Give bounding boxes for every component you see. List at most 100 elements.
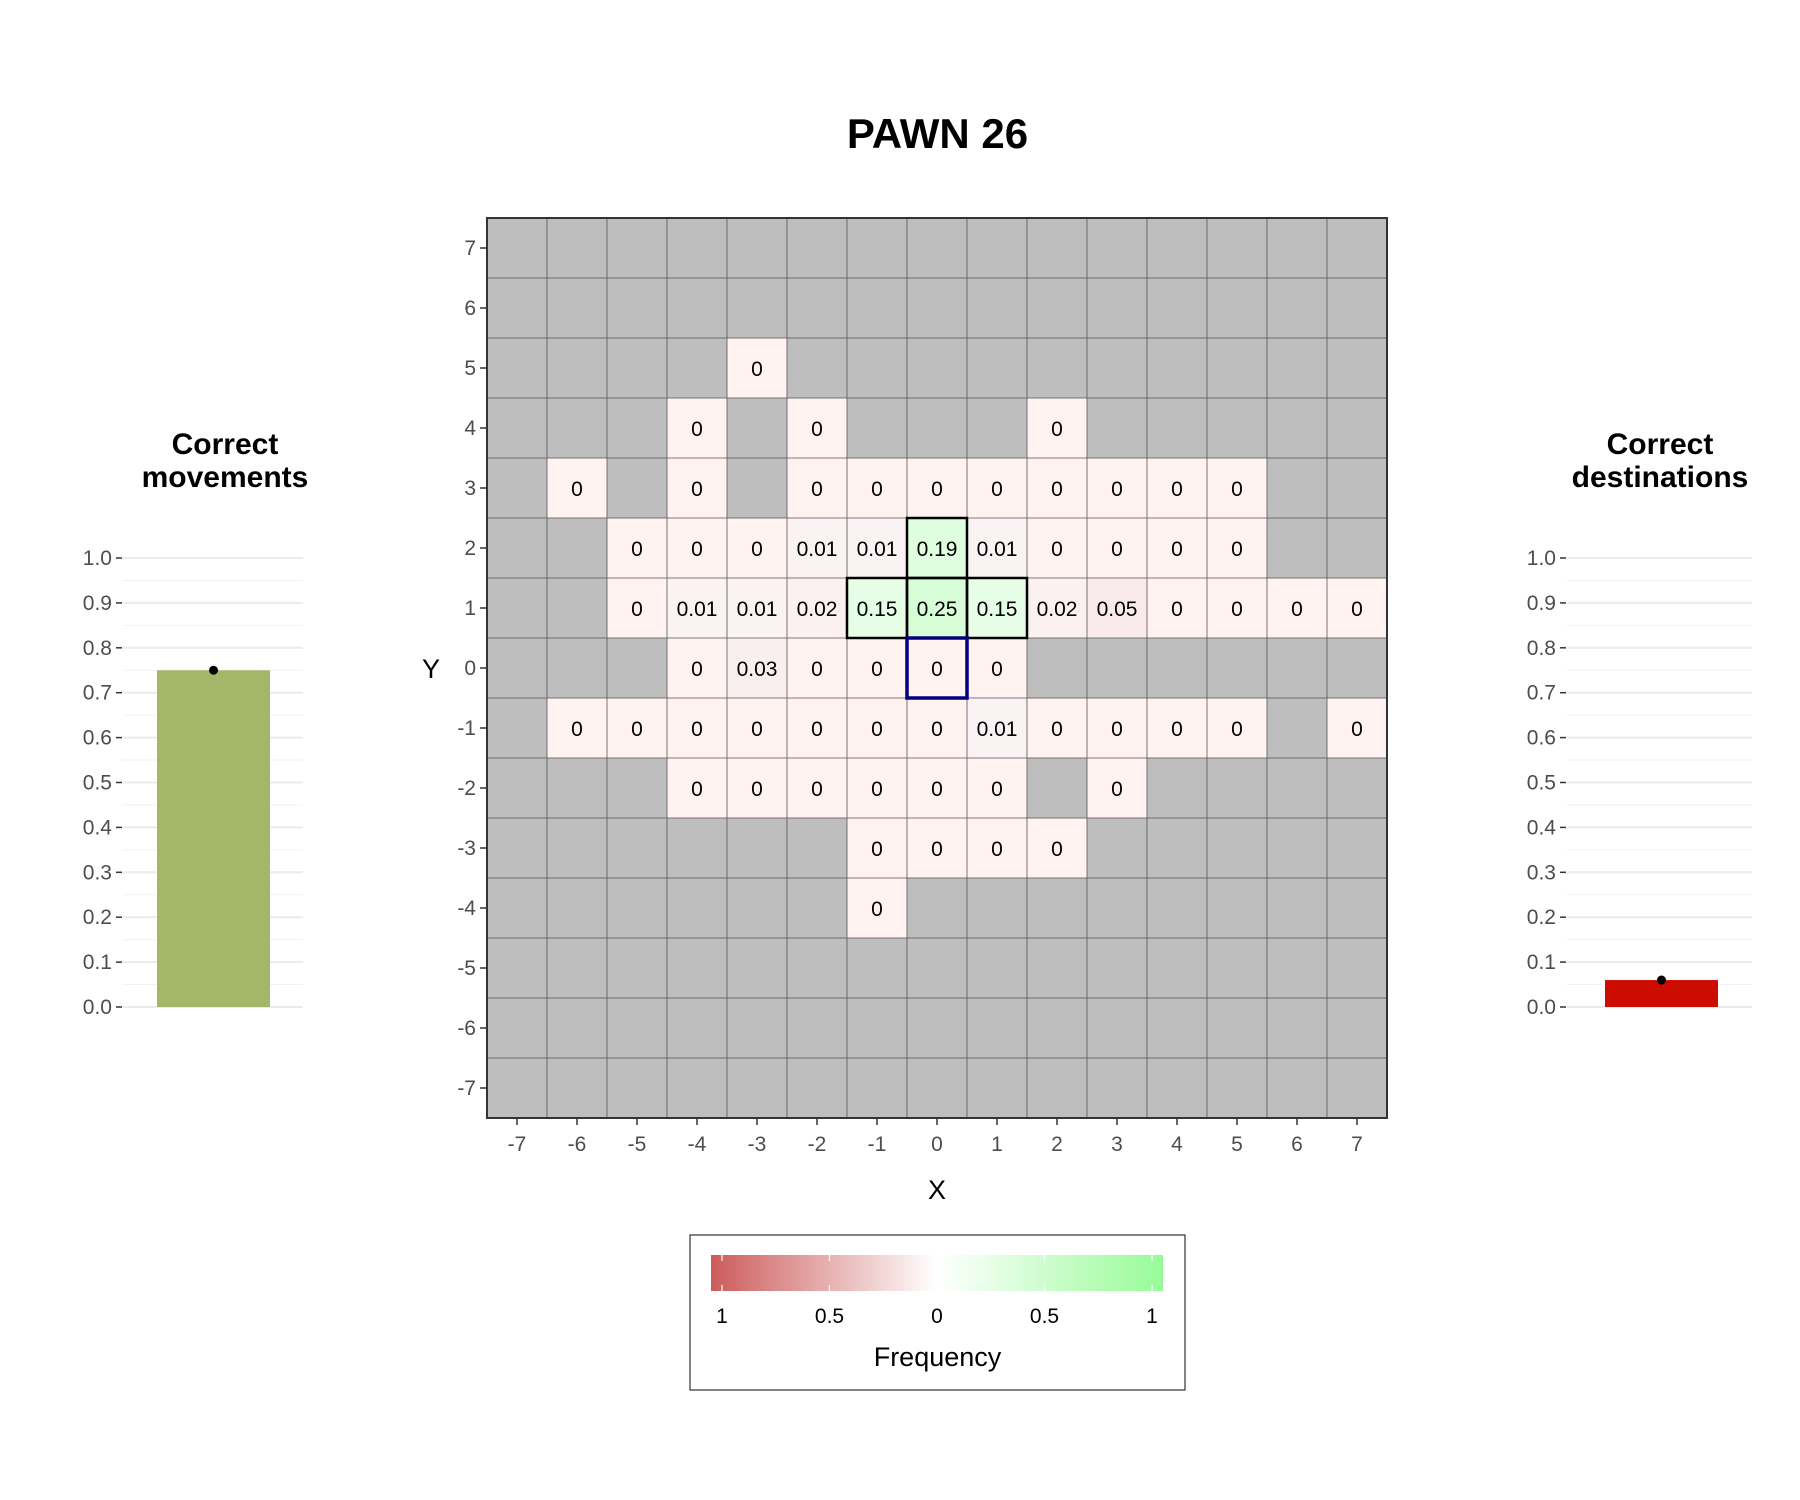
- cell-label: 0: [1351, 598, 1363, 621]
- cell-label: 0: [1111, 718, 1123, 741]
- cell-label: 0: [1171, 718, 1183, 741]
- heatmap-cell: [727, 338, 787, 398]
- heatmap-cell: [1027, 818, 1087, 878]
- cell-label: 0: [1111, 778, 1123, 801]
- heatmap-cell: [907, 518, 967, 578]
- cell-label: 0: [1291, 598, 1303, 621]
- x-tick-label: -4: [688, 1133, 707, 1156]
- heatmap-cell: [1147, 578, 1207, 638]
- heatmap-cell: [1207, 578, 1267, 638]
- heatmap-cell: [727, 578, 787, 638]
- cell-label: 0: [751, 718, 763, 741]
- cell-label: 0: [1051, 538, 1063, 561]
- left-tick-label: 0.0: [83, 996, 112, 1019]
- cell-label: 0: [691, 538, 703, 561]
- left-tick-label: 0.7: [83, 682, 112, 705]
- cell-label: 0.01: [857, 538, 898, 561]
- cell-label: 0: [1051, 418, 1063, 441]
- heatmap-cell: [847, 878, 907, 938]
- left-bar: [157, 670, 270, 1007]
- x-tick-label: 5: [1231, 1133, 1243, 1156]
- heatmap-cell: [787, 638, 847, 698]
- title-line: destinations: [1571, 461, 1749, 494]
- cell-label: 0.25: [917, 598, 958, 621]
- heatmap-cell: [727, 758, 787, 818]
- heatmap-cell: [667, 638, 727, 698]
- heatmap-cell: [847, 758, 907, 818]
- y-tick-label: 6: [464, 297, 476, 320]
- cell-label: 0: [571, 718, 583, 741]
- cell-label: 0: [931, 838, 943, 861]
- left-tick-label: 0.2: [83, 906, 112, 929]
- cell-label: 0.01: [977, 538, 1018, 561]
- heatmap-cell: [787, 518, 847, 578]
- correct-move-outline: [965, 576, 1029, 640]
- cell-label: 0: [1351, 718, 1363, 741]
- heatmap-cell: [967, 578, 1027, 638]
- cell-label: 0: [871, 478, 883, 501]
- cell-label: 0: [1171, 478, 1183, 501]
- heatmap-cell: [1027, 458, 1087, 518]
- heatmap-cell: [1027, 698, 1087, 758]
- heatmap-cell: [907, 458, 967, 518]
- y-tick-label: -2: [457, 777, 476, 800]
- right-tick-label: 0.0: [1527, 996, 1556, 1019]
- heatmap-cell: [1147, 698, 1207, 758]
- right-tick-label: 0.5: [1527, 772, 1556, 795]
- heatmap-cell: [1027, 578, 1087, 638]
- cell-label: 0.01: [737, 598, 778, 621]
- cell-label: 0: [1231, 718, 1243, 741]
- right-tick-label: 0.3: [1527, 861, 1556, 884]
- heatmap-cell: [667, 458, 727, 518]
- heatmap-cell: [787, 758, 847, 818]
- page-title: PAWN 26: [846, 110, 1029, 157]
- y-tick-label: -4: [457, 897, 476, 920]
- cell-label: 0: [691, 478, 703, 501]
- cell-label: 0: [1231, 478, 1243, 501]
- heatmap-cell: [667, 758, 727, 818]
- cell-label: 0: [571, 478, 583, 501]
- cell-label: 0: [1051, 478, 1063, 501]
- correct-movements-title: Correct movements: [90, 428, 360, 494]
- legend-tick-label: 0.5: [1030, 1305, 1059, 1328]
- cell-label: 0: [931, 718, 943, 741]
- right-bar-point: [1657, 975, 1666, 985]
- cell-label: 0: [1051, 718, 1063, 741]
- cell-label: 0: [931, 478, 943, 501]
- legend-title: Frequency: [874, 1342, 1002, 1372]
- cell-label: 0: [811, 718, 823, 741]
- heatmap-cell: [1327, 578, 1387, 638]
- y-tick-label: 4: [464, 417, 476, 440]
- cell-label: 0.15: [977, 598, 1018, 621]
- y-tick-label: -5: [457, 957, 476, 980]
- correct-destinations-title: Correct destinations: [1525, 428, 1795, 494]
- heatmap-cell: [1267, 578, 1327, 638]
- cell-label: 0: [871, 898, 883, 921]
- cell-label: 0.01: [797, 538, 838, 561]
- cell-label: 0: [1231, 538, 1243, 561]
- heatmap-cell: [967, 518, 1027, 578]
- heatmap-cell: [967, 818, 1027, 878]
- heatmap-cell: [847, 578, 907, 638]
- left-tick-label: 0.3: [83, 861, 112, 884]
- cell-label: 0: [1171, 598, 1183, 621]
- cell-label: 0: [1111, 538, 1123, 561]
- cell-label: 0: [991, 478, 1003, 501]
- heatmap-cell: [547, 698, 607, 758]
- heatmap-cell: [1087, 578, 1147, 638]
- heatmap-cell: [667, 398, 727, 458]
- cell-label: 0: [691, 658, 703, 681]
- x-tick-label: -2: [808, 1133, 827, 1156]
- right-tick-label: 0.6: [1527, 727, 1556, 750]
- cell-label: 0: [1111, 478, 1123, 501]
- cell-label: 0: [871, 838, 883, 861]
- cell-label: 0: [811, 658, 823, 681]
- cell-label: 0.03: [737, 658, 778, 681]
- heatmap-cell: [547, 458, 607, 518]
- right-tick-label: 1.0: [1527, 547, 1556, 570]
- legend-tick-label: 1: [1146, 1305, 1158, 1328]
- x-axis-title: X: [928, 1175, 946, 1205]
- left-tick-label: 0.4: [83, 816, 113, 839]
- heatmap-cell: [907, 578, 967, 638]
